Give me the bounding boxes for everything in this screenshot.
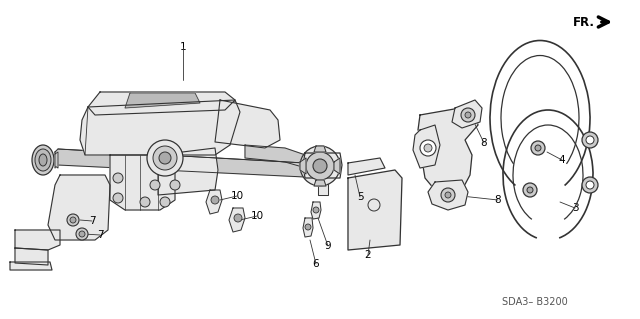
Text: 10: 10 [230,191,244,201]
Circle shape [527,187,533,193]
Polygon shape [311,202,321,219]
Circle shape [535,145,541,151]
Polygon shape [314,146,326,152]
Circle shape [586,181,594,189]
Circle shape [306,152,334,180]
Circle shape [313,159,327,173]
Polygon shape [348,170,402,250]
Circle shape [113,193,123,203]
Polygon shape [15,230,60,250]
Polygon shape [418,108,478,195]
Polygon shape [206,190,222,214]
Polygon shape [88,92,235,115]
Polygon shape [55,152,58,168]
Circle shape [153,146,177,170]
Polygon shape [303,218,313,237]
Polygon shape [55,149,305,177]
Circle shape [76,228,88,240]
Polygon shape [413,125,440,168]
Polygon shape [110,155,175,210]
Circle shape [160,197,170,207]
Circle shape [531,141,545,155]
Circle shape [465,112,471,118]
Circle shape [150,180,160,190]
Polygon shape [10,262,52,270]
Ellipse shape [32,145,54,175]
Circle shape [523,183,537,197]
Polygon shape [245,145,320,172]
Circle shape [70,217,76,223]
Polygon shape [318,178,328,195]
Polygon shape [48,175,110,240]
Polygon shape [125,93,200,108]
Circle shape [79,231,85,237]
Polygon shape [80,100,240,155]
Text: 6: 6 [313,259,319,269]
Text: 4: 4 [559,155,565,165]
Circle shape [113,173,123,183]
Circle shape [582,177,598,193]
Text: 1: 1 [180,42,186,52]
Text: 8: 8 [481,138,487,148]
Polygon shape [300,158,306,174]
Text: 9: 9 [324,241,332,251]
Circle shape [461,108,475,122]
Circle shape [420,140,436,156]
Circle shape [300,146,340,186]
Circle shape [67,214,79,226]
Circle shape [170,180,180,190]
Circle shape [445,192,451,198]
Polygon shape [158,148,218,195]
Circle shape [441,188,455,202]
Circle shape [147,140,183,176]
Text: 3: 3 [572,203,579,213]
Text: 7: 7 [89,216,95,226]
Circle shape [140,197,150,207]
Circle shape [424,144,432,152]
Circle shape [582,132,598,148]
Polygon shape [15,248,48,265]
Polygon shape [348,158,385,175]
Text: 8: 8 [495,195,501,205]
Text: 7: 7 [97,230,103,240]
Polygon shape [452,100,482,128]
Circle shape [234,214,242,222]
Polygon shape [229,208,245,232]
Polygon shape [215,100,280,148]
Ellipse shape [35,149,51,171]
Circle shape [305,224,311,230]
Text: 5: 5 [356,192,364,202]
Circle shape [159,152,171,164]
Text: FR.: FR. [573,16,595,28]
Text: 10: 10 [250,211,264,221]
Polygon shape [334,158,340,174]
Circle shape [211,196,219,204]
Polygon shape [428,180,468,210]
Polygon shape [314,180,326,186]
Text: SDA3– B3200: SDA3– B3200 [502,297,568,307]
Circle shape [313,207,319,213]
Circle shape [586,136,594,144]
Text: 2: 2 [365,250,371,260]
Ellipse shape [39,154,47,166]
